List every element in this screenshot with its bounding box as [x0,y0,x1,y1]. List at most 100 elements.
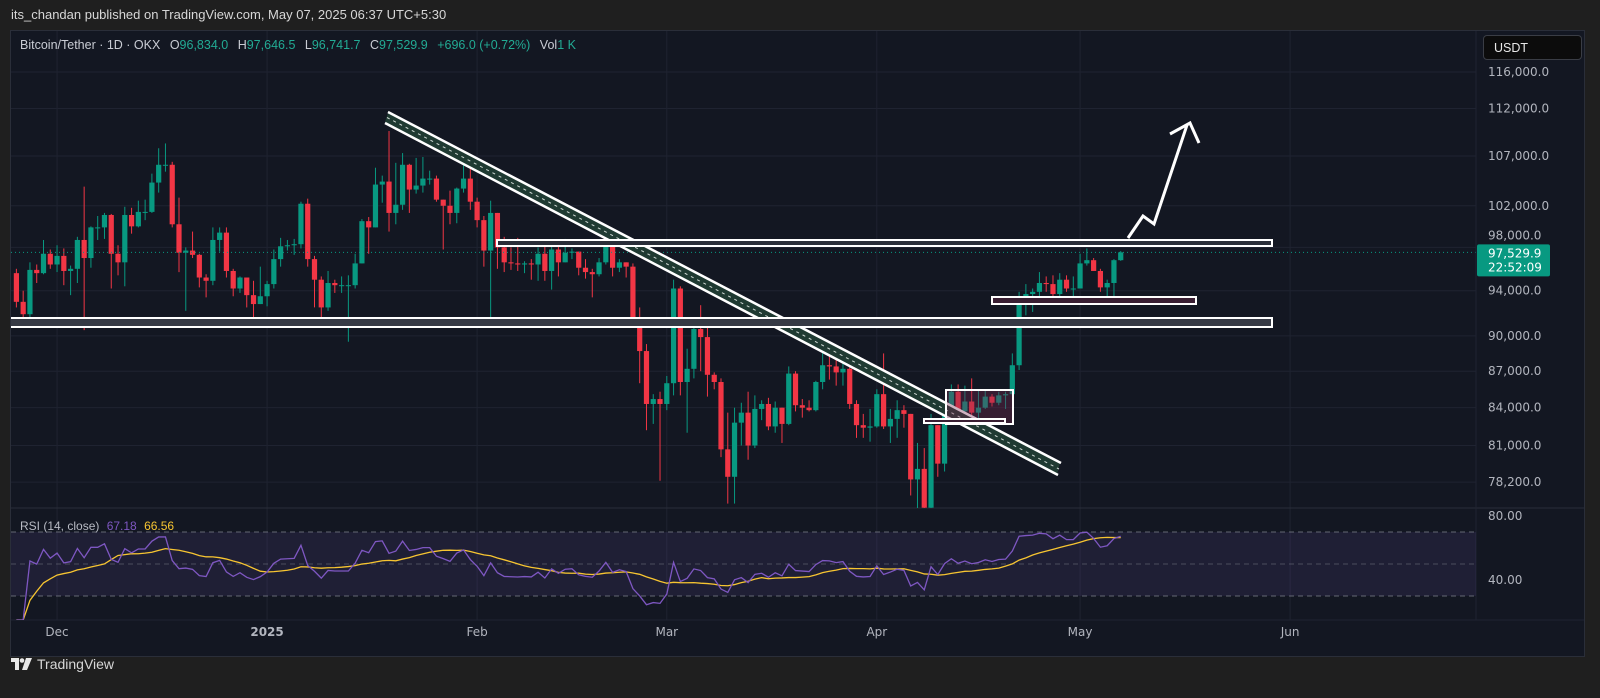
brand-name: TradingView [37,656,115,672]
candle-body [95,227,101,229]
candle [399,153,406,210]
candle-body [34,269,40,274]
candle [217,227,223,252]
candle [555,246,561,277]
tradingview-brand[interactable]: TradingView [11,656,114,672]
candle-body [81,239,87,259]
candle [223,227,230,278]
candle [596,258,602,277]
candle-body [664,383,670,404]
candle-body [372,184,379,228]
symbol-title[interactable]: Bitcoin/Tether · 1D · OKX [20,38,161,52]
candle-body [237,277,243,289]
candle [643,344,650,431]
candle-body [501,247,507,263]
candle [81,186,87,331]
candle-body [623,262,629,267]
candle [1104,279,1110,297]
candle [569,248,575,260]
candle-body [549,249,555,271]
candle-body [1050,284,1056,295]
candle [250,280,257,319]
volume-value: 1 K [557,38,576,52]
candle-body [189,250,196,255]
candle [975,389,982,419]
chart-panel[interactable] [10,30,1585,657]
candle-body [447,205,453,213]
candle-body [989,396,995,403]
candle [867,408,873,442]
candle [698,305,704,372]
candle [969,378,975,418]
candle [237,276,243,293]
candle [40,239,47,275]
bar-countdown-text: 22:52:09 [1488,260,1542,274]
candle [183,247,189,311]
candle [325,270,331,311]
candle-body [101,214,108,228]
candle [887,408,893,443]
candle-body [393,204,399,213]
candle [230,268,236,297]
candle-body [68,268,74,271]
candle [738,402,744,446]
candle [1091,258,1097,271]
candle-body [826,365,832,367]
candle-body [149,182,155,212]
candle [847,364,853,409]
consolidation-base [923,418,1006,424]
price-tick-label: 98,000.0 [1488,228,1541,242]
candle-body [291,244,297,246]
candle [711,372,717,390]
candle [257,266,263,305]
candle-body [257,296,263,305]
candle-body [1016,297,1022,366]
candle [115,245,121,276]
currency-button[interactable]: USDT [1483,35,1582,60]
candle [54,245,60,273]
candle [1111,259,1117,297]
current-price-text: 97,529.9 [1488,246,1541,260]
candle-body [1070,288,1076,290]
candle-body [433,178,440,200]
candle-body [637,318,643,352]
price-tick-label: 78,200.0 [1488,475,1541,489]
rsi-legend: RSI (14, close) 67.18 66.56 [20,519,174,533]
candle [447,190,453,225]
candle [704,323,711,397]
candle [813,380,819,412]
candle-body [481,220,487,251]
candle-body [420,178,426,186]
rsi-title[interactable]: RSI (14, close) [20,519,100,533]
candle-body [332,282,338,286]
candle [759,400,765,421]
candle [433,175,440,202]
candle-body [847,368,853,404]
candles [13,131,1124,508]
candle [630,263,636,322]
candle [833,355,839,386]
rsi-tick-label: 40.00 [1488,573,1522,587]
candle [427,170,433,185]
rsi-lines [16,531,1121,620]
candle [1118,251,1124,261]
candle-body [576,251,582,268]
candle [460,161,467,193]
candle [291,238,297,255]
candle-body [1030,291,1036,295]
candle-body [969,401,975,413]
candle-body [955,391,961,412]
candle [582,259,589,279]
price-tick-label: 112,000.0 [1488,101,1549,115]
low-label: L [304,38,312,52]
candle-body [217,232,223,240]
candle [664,375,670,411]
candle [454,187,460,224]
candle [108,213,114,289]
candle-body [1091,260,1097,271]
candle [95,216,101,240]
candle-body [670,288,677,384]
candle-body [887,418,893,427]
candle [278,237,284,267]
